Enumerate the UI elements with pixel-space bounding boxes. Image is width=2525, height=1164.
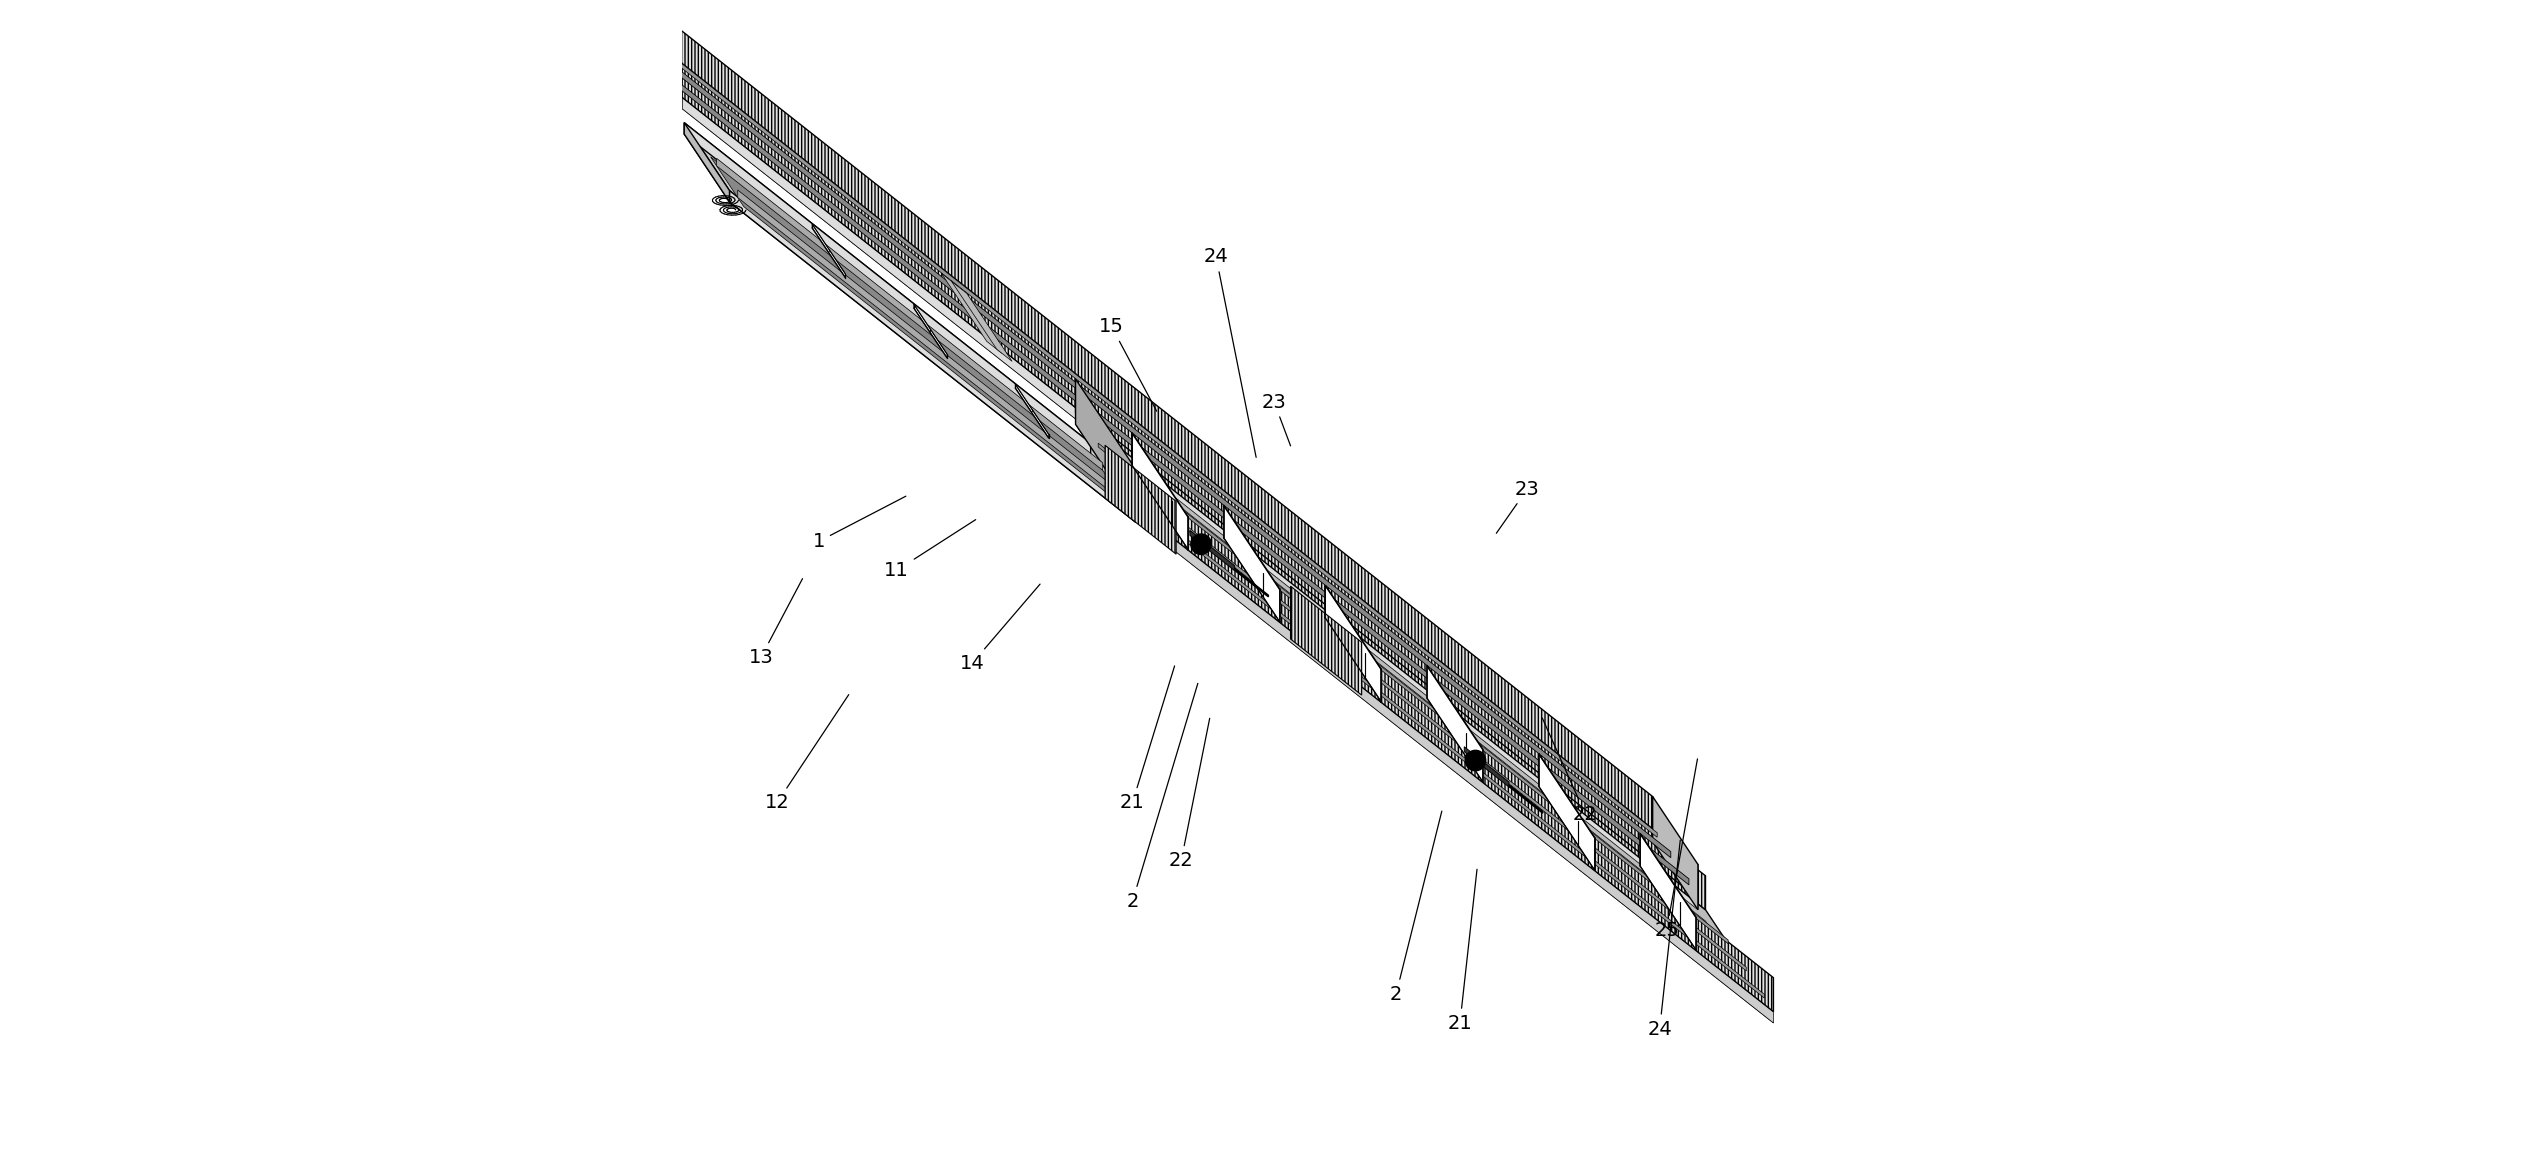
Polygon shape <box>636 0 1654 830</box>
Polygon shape <box>1106 446 1177 554</box>
Text: 11: 11 <box>884 519 975 580</box>
Text: 23: 23 <box>1262 392 1290 446</box>
Polygon shape <box>654 50 1672 858</box>
Polygon shape <box>641 31 1656 837</box>
Polygon shape <box>710 157 1129 511</box>
Polygon shape <box>636 41 1697 910</box>
Text: 2: 2 <box>1389 811 1442 1003</box>
Polygon shape <box>1538 754 1596 871</box>
Text: 2: 2 <box>1126 683 1197 911</box>
Polygon shape <box>730 191 1136 523</box>
Polygon shape <box>684 122 730 201</box>
Polygon shape <box>682 63 1697 899</box>
Polygon shape <box>1326 585 1381 702</box>
Polygon shape <box>1076 379 1704 910</box>
Polygon shape <box>914 304 947 357</box>
Polygon shape <box>1076 379 1144 526</box>
Polygon shape <box>684 134 1136 523</box>
Polygon shape <box>942 274 1002 354</box>
Polygon shape <box>1076 413 1773 1012</box>
Polygon shape <box>1144 481 1773 1012</box>
Text: 15: 15 <box>1098 317 1156 411</box>
Polygon shape <box>952 282 1013 361</box>
Polygon shape <box>1654 796 1697 910</box>
Circle shape <box>1192 534 1212 554</box>
Text: 25: 25 <box>1654 759 1697 939</box>
Polygon shape <box>1134 497 1765 998</box>
Text: 1: 1 <box>813 496 906 551</box>
Polygon shape <box>1116 470 1747 971</box>
Polygon shape <box>813 225 846 278</box>
Polygon shape <box>1189 531 1235 570</box>
Text: 22: 22 <box>1543 718 1598 824</box>
Polygon shape <box>1427 666 1482 782</box>
Circle shape <box>1464 751 1485 771</box>
Polygon shape <box>1290 587 1361 695</box>
Polygon shape <box>1098 443 1727 944</box>
Polygon shape <box>1015 384 1048 438</box>
Polygon shape <box>1225 505 1280 622</box>
Polygon shape <box>636 29 1697 899</box>
Text: 21: 21 <box>1447 870 1477 1032</box>
Text: 24: 24 <box>1646 840 1679 1038</box>
Text: 22: 22 <box>1169 718 1209 871</box>
Polygon shape <box>1464 747 1510 787</box>
Polygon shape <box>1641 835 1697 950</box>
Polygon shape <box>1144 514 1773 1023</box>
Text: 13: 13 <box>747 579 803 667</box>
Polygon shape <box>636 0 682 108</box>
Polygon shape <box>737 190 1124 502</box>
Polygon shape <box>1076 425 1773 1023</box>
Text: 14: 14 <box>960 584 1040 673</box>
Text: 23: 23 <box>1497 480 1540 533</box>
Polygon shape <box>672 78 1689 885</box>
Text: 24: 24 <box>1204 248 1255 457</box>
Polygon shape <box>717 158 1103 470</box>
Polygon shape <box>684 122 1091 454</box>
Text: 12: 12 <box>765 695 848 812</box>
Polygon shape <box>682 97 1697 910</box>
Polygon shape <box>684 122 1136 511</box>
Text: 21: 21 <box>1121 666 1174 812</box>
Polygon shape <box>1131 433 1189 549</box>
